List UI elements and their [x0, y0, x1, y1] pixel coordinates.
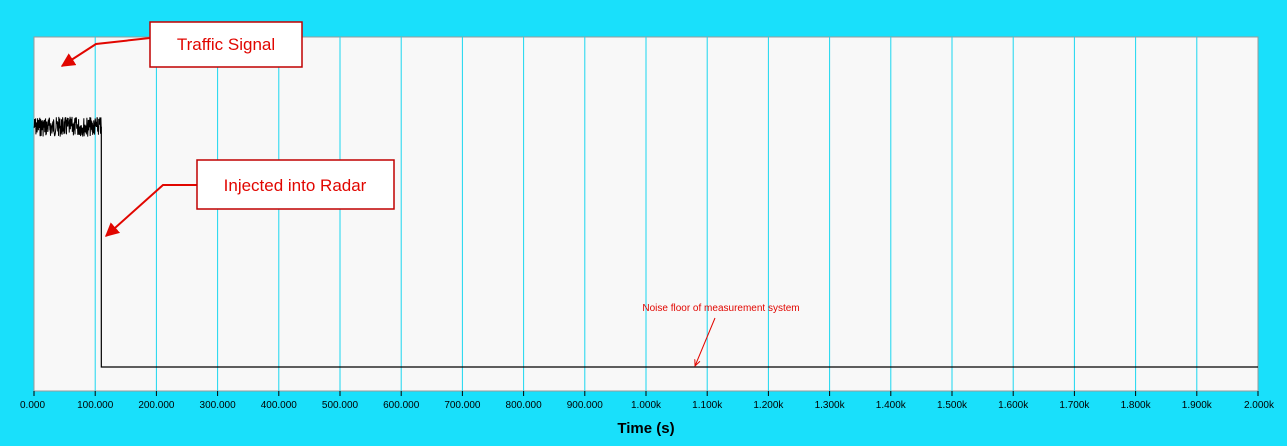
x-tick-label: 1.800k: [1121, 400, 1152, 411]
annotation-noise-floor-text: Noise floor of measurement system: [642, 303, 799, 314]
x-axis: 0.000 100.000 200.000 300.000 400.000 500.000…: [20, 391, 1275, 411]
x-tick-label: 1.200k: [753, 400, 784, 411]
series-layer: [33, 116, 1258, 368]
x-tick-label: 1.300k: [815, 400, 846, 411]
annotation-box: [196, 159, 395, 210]
x-tick-label: 1.900k: [1182, 400, 1213, 411]
annotation-arrow: [60, 37, 151, 67]
x-tick-label: 100.000: [77, 400, 114, 411]
x-tick-label: 1.500k: [937, 400, 968, 411]
x-tick-label: 900.000: [567, 400, 604, 411]
x-tick-label: 1.700k: [1059, 400, 1090, 411]
x-tick-label: 800.000: [506, 400, 543, 411]
annotation-noise-floor: Noise floor of measurement system: [642, 303, 800, 366]
annotation-arrow: [104, 184, 197, 237]
x-tick-label: 1.100k: [692, 400, 723, 411]
annotation-traffic-signal: Traffic Signal: [60, 21, 303, 68]
x-tick-label: 1.600k: [998, 400, 1029, 411]
x-axis-label: Time (s): [617, 420, 674, 437]
x-tick-label: 200.000: [138, 400, 175, 411]
x-tick-label: 700.000: [444, 400, 481, 411]
trace-noise: [33, 116, 102, 137]
trace-line: [100, 126, 1258, 368]
x-tick-label: 500.000: [322, 400, 359, 411]
annotation-arrow: [695, 317, 716, 366]
x-tick-label: 0.000: [20, 400, 45, 411]
x-tick-label: 300.000: [200, 400, 237, 411]
annotation-traffic-signal-text: Traffic Signal: [177, 35, 275, 54]
x-tick-label: 1.000k: [631, 400, 662, 411]
x-tick-label: 2.000k: [1244, 400, 1275, 411]
grid-lines: [94, 37, 1198, 391]
x-tick-label: 1.400k: [876, 400, 907, 411]
x-tick-label: 400.000: [261, 400, 298, 411]
annotation-injected-text: Injected into Radar: [224, 176, 367, 195]
annotation-box: [149, 21, 303, 68]
annotation-injected: Injected into Radar: [104, 159, 395, 237]
x-tick-label: 600.000: [383, 400, 420, 411]
